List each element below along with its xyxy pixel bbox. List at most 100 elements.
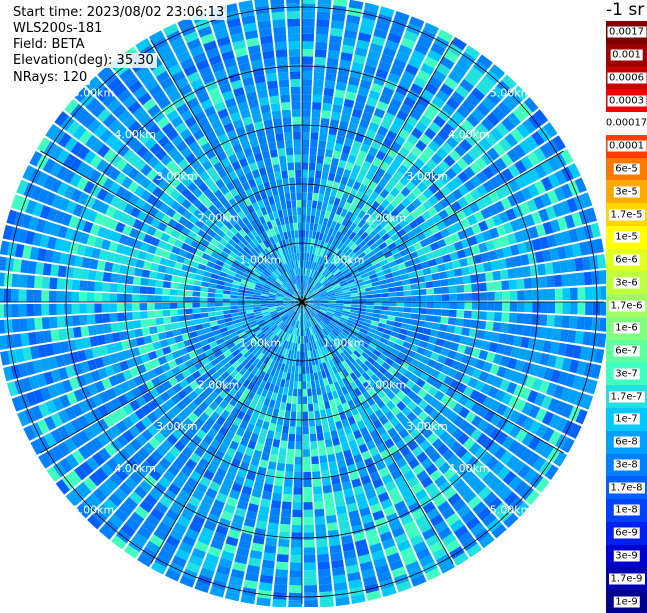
radar-cell	[331, 559, 344, 569]
radar-cell	[283, 303, 291, 306]
radar-cell	[352, 272, 361, 279]
radar-cell	[188, 495, 201, 508]
radar-cell	[333, 314, 341, 319]
radar-cell	[216, 315, 225, 321]
radar-cell	[320, 266, 327, 275]
radar-cell	[276, 292, 285, 297]
radar-cell	[532, 302, 541, 313]
radar-cell	[428, 183, 440, 194]
radar-cell	[22, 165, 36, 181]
radar-cell	[391, 433, 402, 444]
radar-cell	[243, 197, 252, 207]
radar-cell	[225, 430, 236, 441]
radar-cell	[355, 319, 364, 325]
radar-cell	[252, 393, 261, 403]
radar-cell	[350, 352, 359, 361]
radar-cell	[264, 381, 271, 391]
radar-cell	[297, 313, 300, 321]
radar-cell	[371, 383, 381, 393]
radar-cell	[289, 418, 296, 427]
radar-cell	[283, 324, 289, 332]
radar-cell	[175, 140, 188, 153]
ring-label: 5.00km	[490, 86, 532, 99]
radar-cell	[163, 225, 174, 236]
radar-cell	[264, 65, 277, 75]
radar-cell	[304, 252, 307, 261]
radar-cell	[334, 310, 343, 315]
radar-cell	[488, 190, 500, 203]
radar-cell	[254, 74, 266, 84]
radar-cell	[295, 184, 302, 193]
radar-cell	[399, 175, 410, 187]
radar-cell	[222, 310, 231, 315]
radar-cell	[34, 317, 43, 331]
radar-cell	[380, 431, 391, 443]
radar-cell	[273, 194, 281, 204]
radar-cell	[370, 258, 380, 266]
radar-cell	[297, 207, 302, 216]
radar-cell	[282, 300, 291, 302]
radar-cell	[329, 35, 343, 45]
radar-cell	[208, 87, 221, 99]
radar-cell	[364, 360, 373, 369]
radar-cell	[215, 492, 228, 504]
radar-cell	[321, 302, 329, 305]
radar-cell	[434, 302, 442, 309]
radar-cell	[215, 375, 225, 385]
radar-cell	[255, 235, 263, 244]
radar-cell	[337, 334, 345, 342]
ring-label: 4.00km	[448, 462, 490, 475]
radar-cell	[357, 209, 366, 219]
radar-cell	[186, 319, 195, 327]
radar-cell	[524, 302, 533, 313]
radar-cell	[470, 175, 482, 188]
radar-cell	[288, 433, 296, 442]
radar-cell	[10, 226, 21, 242]
radar-cell	[164, 172, 176, 184]
radar-cell	[522, 325, 532, 337]
radar-cell	[295, 366, 299, 374]
radar-cell	[311, 308, 318, 314]
radar-cell	[110, 438, 123, 452]
radar-cell	[231, 235, 240, 244]
radar-cell	[406, 192, 417, 203]
radar-cell	[388, 260, 398, 268]
radar-cell	[284, 316, 290, 323]
radar-cell	[522, 265, 532, 278]
radar-cell	[347, 355, 356, 364]
radar-cell	[312, 295, 321, 299]
radar-cell	[334, 231, 342, 240]
radar-cell	[288, 310, 295, 317]
radar-cell	[44, 343, 55, 357]
radar-cell	[378, 353, 388, 362]
radar-cell	[491, 523, 507, 539]
radar-cell	[0, 304, 4, 318]
radar-cell	[441, 141, 454, 154]
radar-cell	[314, 508, 325, 518]
radar-cell	[132, 106, 147, 120]
radar-cell	[173, 496, 187, 509]
radar-cell	[240, 237, 249, 246]
radar-cell	[416, 422, 428, 434]
radar-cell	[476, 102, 491, 117]
radar-cell	[288, 326, 293, 334]
radar-cell	[488, 227, 500, 239]
radar-cell	[244, 340, 252, 348]
radar-cell	[46, 466, 61, 482]
radar-cell	[396, 302, 405, 307]
radar-cell	[245, 299, 253, 302]
radar-cell	[336, 261, 344, 269]
radar-cell	[366, 294, 374, 299]
radar-cell	[390, 187, 400, 198]
radar-cell	[287, 262, 292, 271]
radar-cell	[564, 373, 576, 388]
radar-cell	[126, 378, 137, 390]
radar-cell	[505, 455, 520, 470]
radar-cell	[286, 308, 294, 315]
radar-cell	[298, 320, 301, 329]
radar-cell	[272, 408, 280, 417]
radar-cell	[284, 255, 289, 264]
ring-label: 3.00km	[406, 170, 448, 183]
radar-cell	[422, 245, 433, 254]
radar-cell	[333, 285, 341, 290]
